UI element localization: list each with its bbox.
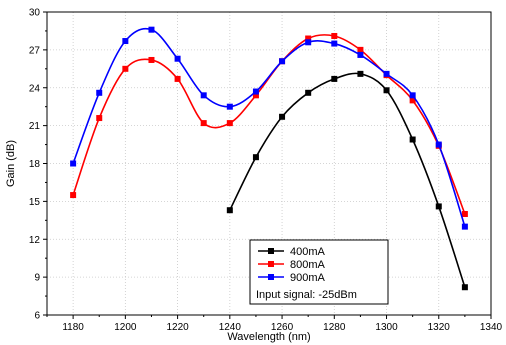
x-tick-label: 1180 [62, 322, 84, 333]
x-tick-label: 1240 [219, 322, 242, 333]
data-point [383, 87, 390, 94]
legend-label: 800mA [290, 259, 326, 271]
data-point [252, 88, 259, 95]
legend-label: 900mA [290, 272, 326, 284]
series-line [72, 34, 466, 215]
data-point [409, 92, 416, 99]
legend-annotation: Input signal: -25dBm [256, 289, 357, 301]
series-900mA [70, 26, 468, 230]
x-tick-label: 1300 [375, 322, 398, 333]
y-tick-label: 27 [29, 45, 41, 56]
x-tick-label: 1320 [428, 322, 451, 333]
legend-swatch-marker [268, 261, 274, 267]
series-400mA [226, 70, 468, 291]
data-point [174, 75, 181, 82]
data-point [383, 70, 390, 77]
data-point [200, 92, 207, 99]
legend-item: 800mA [258, 259, 326, 271]
y-tick-label: 15 [29, 197, 41, 208]
legend-swatch-marker [268, 274, 274, 280]
legend-item: 400mA [258, 246, 326, 258]
data-point [331, 75, 338, 82]
data-point [435, 203, 442, 210]
data-point [409, 97, 416, 104]
y-tick-label: 9 [34, 273, 40, 284]
data-point [331, 32, 338, 39]
x-tick-label: 1260 [271, 322, 294, 333]
data-point [148, 56, 155, 63]
data-point [122, 38, 129, 45]
y-tick-label: 12 [29, 235, 41, 246]
axis-ticks: 1180 1200 1220 1240 1260 1280 1300 1320 1340 6 9 12… [29, 8, 503, 334]
data-point [305, 89, 312, 96]
data-point [122, 65, 129, 72]
data-point [226, 103, 233, 110]
data-point [96, 89, 103, 96]
data-point [435, 141, 442, 148]
data-point [200, 120, 207, 127]
data-point [70, 192, 77, 199]
data-point [148, 26, 155, 33]
data-point [461, 284, 468, 291]
x-axis-label: Wavelength (nm) [227, 331, 310, 343]
series-line [72, 27, 466, 227]
legend-item: 900mA [258, 272, 326, 284]
data-series [70, 26, 468, 291]
x-tick-label: 1280 [323, 322, 346, 333]
data-point [461, 223, 468, 230]
y-tick-label: 18 [29, 159, 41, 170]
data-point [226, 120, 233, 127]
data-point [252, 92, 259, 99]
data-point [279, 58, 286, 65]
y-tick-label: 21 [29, 121, 41, 132]
y-tick-label: 24 [29, 83, 41, 94]
legend-label: 400mA [290, 246, 326, 258]
data-point [96, 115, 103, 122]
data-point [174, 55, 181, 62]
data-point [305, 39, 312, 46]
data-point [461, 211, 468, 217]
x-tick-label: 1340 [480, 322, 503, 333]
legend-swatch-marker [268, 248, 274, 254]
data-point [70, 160, 77, 167]
data-point [357, 70, 364, 77]
data-point [226, 207, 233, 214]
y-tick-label: 6 [34, 311, 40, 322]
x-tick-label: 1220 [166, 322, 189, 333]
data-point [305, 35, 312, 42]
x-tick-label: 1200 [114, 322, 137, 333]
y-tick-label: 30 [29, 8, 41, 19]
data-point [357, 46, 364, 53]
series-line [229, 72, 466, 288]
data-point [409, 136, 416, 143]
data-point [252, 154, 259, 161]
data-point [331, 40, 338, 47]
data-point [279, 113, 286, 120]
data-point [357, 51, 364, 58]
y-axis-label: Gain (dB) [5, 140, 17, 187]
